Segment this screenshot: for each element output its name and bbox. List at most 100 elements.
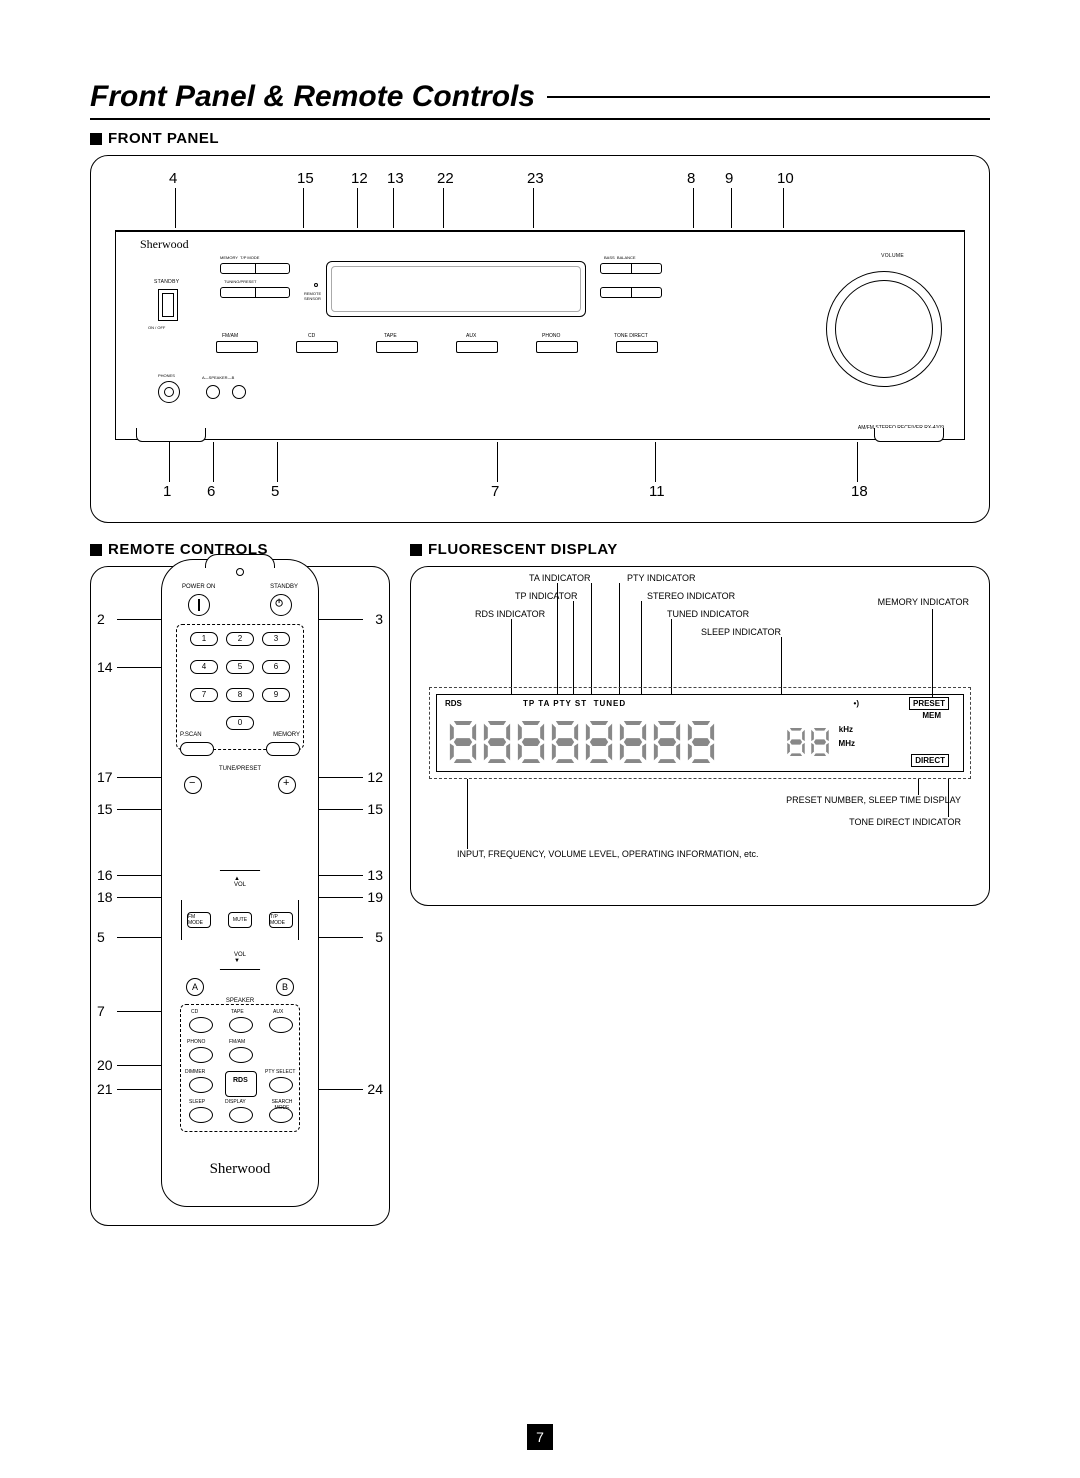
segment-5 [619,721,647,763]
bass-balance-label: BASS BALANCE [604,255,636,260]
remote-callout-5: 5 [375,929,383,945]
remote-leader [117,897,161,898]
remote-leader [319,777,363,778]
sel-phono [536,341,578,353]
callout-line [533,188,534,228]
sel-fmam [216,341,258,353]
tone-caption: TONE DIRECT INDICATOR [849,817,961,827]
bottom-row: REMOTE CONTROLS 21417151618572021 312151… [90,535,990,1226]
memory-tpmode-buttons [220,263,290,274]
numpad-4: 4 [190,660,218,674]
pty-button [269,1077,293,1093]
display-window [326,261,586,317]
phones-label: PHONES [158,373,175,378]
receiver-brand: Sherwood [140,237,189,252]
callout-12: 12 [351,170,368,187]
remote-leader [117,875,161,876]
callout-line [443,188,444,228]
rds-tag: RDS [445,699,462,708]
remote-callout-2: 2 [97,611,105,627]
callout-18: 18 [851,483,868,500]
callout-line [357,188,358,228]
remote-top-bump [205,554,275,568]
square-bullet-icon [410,544,422,556]
power-on-button [188,594,210,616]
fd-line [619,583,620,695]
callout-line [277,442,278,482]
numpad-2: 2 [226,632,254,646]
callout-line [175,188,176,228]
remote-body: POWER ON STANDBY P.SCAN MEMORY TUNE/PRES… [161,559,319,1207]
mem-tag: MEM [922,711,941,720]
numpad-1: 1 [190,632,218,646]
callout-9: 9 [725,170,733,187]
remote-leader [117,1011,161,1012]
numpad-8: 8 [226,688,254,702]
fd-line [467,779,468,849]
memory-label-remote: MEMORY [273,732,300,738]
tuning-preset-buttons [220,287,290,298]
volume-knob [826,271,942,387]
speaker-label: A—SPEAKER—B [202,375,234,380]
speaker-b: B [276,978,294,996]
callout-line [655,442,656,482]
fmam-button [229,1047,253,1063]
fd-line [591,583,592,695]
segment-row [449,721,829,763]
numpad-3: 3 [262,632,290,646]
title-text: Front Panel & Remote Controls [90,80,535,114]
sel-cd [296,341,338,353]
title-rule [547,96,990,98]
fd-line [557,583,558,695]
remote-leader [319,897,363,898]
memory-label: MEMORY T/P MODE [220,255,259,260]
tuned-indicator-label: TUNED INDICATOR [667,609,749,619]
dimmer-label: DIMMER [185,1069,205,1075]
callout-line [693,188,694,228]
foot-right [874,428,944,442]
remote-brand: Sherwood [162,1161,318,1178]
remote-leader [319,875,363,876]
sel-tape [376,341,418,353]
callout-line [783,188,784,228]
callout-10: 10 [777,170,794,187]
front-panel-box: 415121322238910 Sherwood VOLUME STANDBY … [90,155,990,523]
sel-tonedirect [616,341,658,353]
square-bullet-icon [90,133,102,145]
dimmer-button [189,1077,213,1093]
numpad-9: 9 [262,688,290,702]
remote-callout-13: 13 [367,867,383,883]
sleep-button [189,1107,213,1123]
lbl-cd: CD [308,333,315,339]
section-label: FLUORESCENT DISPLAY [428,541,618,558]
stereo-indicator-label: STEREO INDICATOR [647,591,735,601]
fp-top-callouts: 415121322238910 [111,170,969,224]
page-title: Front Panel & Remote Controls [90,80,990,120]
front-panel-diagram: 415121322238910 Sherwood VOLUME STANDBY … [111,170,969,500]
remote-leader [319,809,363,810]
fd-line [671,619,672,695]
aux-button [269,1017,293,1033]
phono-label: PHONO [187,1039,205,1045]
remote-callout-20: 20 [97,1057,113,1073]
pscan-button [180,742,214,756]
foot-left [136,428,206,442]
remote-callout-14: 14 [97,659,113,675]
rds-button [225,1071,257,1097]
standby-button [270,594,292,616]
numpad-0: 0 [226,716,254,730]
speaker-b-button [232,385,246,399]
callout-line [213,442,214,482]
segment-6 [653,721,681,763]
tp-mode-button: T/P MODE [269,912,293,928]
remote-callout-21: 21 [97,1081,113,1097]
remote-leader [117,1065,161,1066]
segment-7 [687,721,715,763]
sleep-indicator-label: SLEEP INDICATOR [701,627,781,637]
speaker-a: A [186,978,204,996]
remote-callout-3: 3 [375,611,383,627]
remote-callout-15: 15 [367,801,383,817]
callout-8: 8 [687,170,695,187]
fp-bottom-callouts: 16571118 [111,470,969,500]
volume-label: VOLUME [881,253,904,259]
